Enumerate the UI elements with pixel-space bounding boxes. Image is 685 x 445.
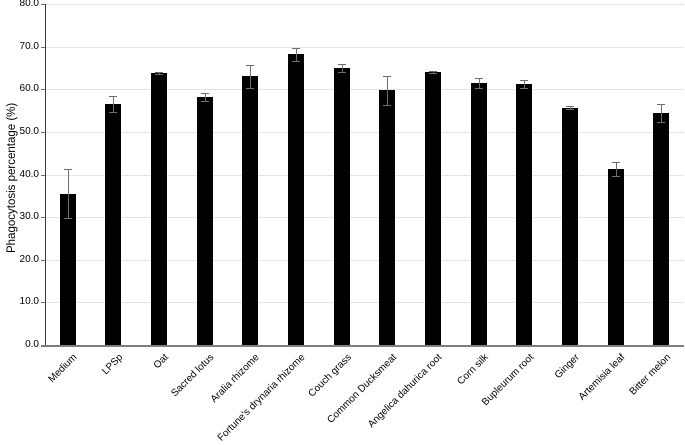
y-gridline [45, 4, 684, 5]
error-bar-cap-bottom [63, 218, 72, 220]
error-bar [387, 75, 389, 105]
error-bar-cap-bottom [474, 87, 483, 89]
error-bar-cap-top [428, 70, 437, 72]
x-category-label: LPSp [100, 352, 126, 378]
x-axis-line [41, 345, 684, 347]
x-category-label: Sacred lotus [169, 352, 217, 400]
bar [196, 96, 213, 345]
error-bar-cap-bottom [611, 175, 620, 177]
y-tick-label: 40.0 [19, 168, 39, 180]
y-tick-label: 70.0 [19, 40, 39, 52]
x-category-label: Artemisia leaf [576, 352, 628, 403]
error-bar [204, 93, 206, 101]
y-tick-label: 10.0 [19, 296, 39, 308]
error-bar-cap-bottom [337, 72, 346, 74]
error-bar-cap-top [520, 79, 529, 81]
error-bar-cap-top [155, 71, 164, 73]
error-bar [661, 104, 663, 123]
y-tick-label: 0.0 [25, 339, 39, 350]
error-bar-cap-top [292, 47, 301, 49]
error-bar-cap-bottom [246, 87, 255, 89]
error-bar-cap-bottom [109, 112, 118, 114]
error-bar-cap-bottom [565, 109, 574, 111]
error-bar [159, 71, 161, 75]
bar [288, 54, 305, 345]
y-tick-label: 50.0 [19, 125, 39, 137]
y-gridline [45, 217, 684, 219]
y-tick-mark [41, 4, 45, 5]
error-bar-cap-top [657, 104, 666, 106]
bar [470, 82, 487, 345]
error-bar-cap-top [383, 75, 392, 77]
y-gridline [45, 174, 684, 176]
bar [242, 76, 259, 345]
error-bar-cap-top [474, 78, 483, 80]
y-tick-label: 80.0 [19, 0, 39, 9]
x-category-label: Corn silk [455, 352, 491, 388]
bar [653, 113, 670, 345]
error-bar-cap-top [565, 105, 574, 107]
error-bar-cap-top [109, 96, 118, 98]
y-axis-line [45, 4, 46, 345]
error-bar [569, 105, 571, 110]
bar [561, 107, 578, 345]
y-gridline [45, 131, 684, 133]
error-bar-cap-bottom [292, 60, 301, 62]
error-bar [615, 162, 617, 176]
x-category-label: Bitter melon [627, 352, 673, 398]
error-bar-cap-top [337, 63, 346, 65]
error-bar [113, 96, 115, 113]
bar [59, 193, 76, 345]
x-category-label: Medium [46, 352, 80, 385]
y-tick-label: 20.0 [19, 253, 39, 265]
error-bar [478, 78, 480, 88]
bar [379, 90, 396, 345]
error-bar-cap-top [246, 64, 255, 66]
y-tick-label: 60.0 [19, 83, 39, 95]
y-tick-mark [41, 89, 45, 91]
y-tick-label: 30.0 [19, 211, 39, 223]
bar [333, 67, 350, 345]
error-bar-cap-bottom [200, 100, 209, 102]
error-bar [432, 70, 434, 74]
error-bar-cap-bottom [657, 122, 666, 124]
y-tick-mark [41, 131, 45, 133]
error-bar-cap-bottom [383, 104, 392, 106]
bar [516, 84, 533, 345]
x-category-label: Oat [151, 352, 171, 372]
error-bar-cap-top [200, 93, 209, 95]
error-bar-cap-top [63, 168, 72, 170]
y-gridline [45, 259, 684, 261]
x-category-label: Fortune's drynaria rhizome [216, 352, 308, 444]
y-tick-mark [41, 217, 45, 219]
bar [424, 72, 441, 345]
error-bar [67, 168, 69, 219]
error-bar [296, 47, 298, 61]
error-bar-cap-bottom [155, 74, 164, 76]
y-tick-mark [41, 174, 45, 176]
y-gridline [45, 302, 684, 304]
y-tick-mark [41, 259, 45, 261]
x-category-label: Ginger [552, 352, 582, 382]
bar [151, 73, 168, 345]
y-tick-mark [41, 46, 45, 48]
y-gridline [45, 46, 684, 48]
error-bar-cap-bottom [428, 73, 437, 75]
error-bar [341, 63, 343, 73]
error-bar-cap-bottom [520, 88, 529, 90]
bar [105, 104, 122, 345]
y-gridline [45, 89, 684, 91]
y-tick-mark [41, 302, 45, 304]
bar [607, 168, 624, 345]
error-bar-cap-top [611, 162, 620, 164]
error-bar [524, 79, 526, 89]
error-bar [250, 64, 252, 88]
x-category-label: Couch grass [305, 352, 354, 400]
